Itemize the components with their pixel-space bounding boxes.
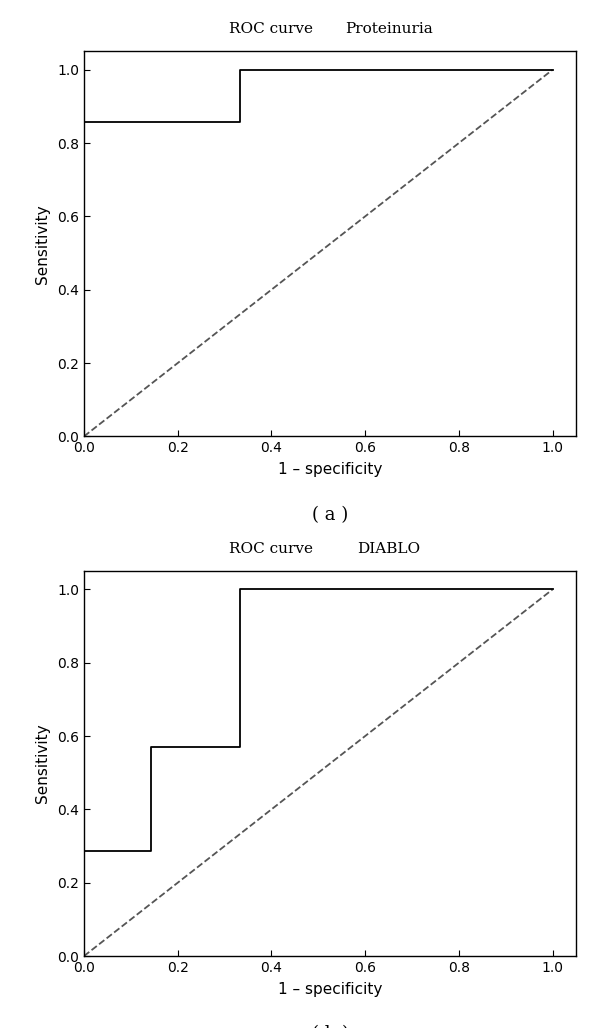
Text: DIABLO: DIABLO xyxy=(358,542,421,556)
X-axis label: 1 – specificity: 1 – specificity xyxy=(278,463,382,477)
Text: ROC curve: ROC curve xyxy=(229,542,313,556)
Text: ( a ): ( a ) xyxy=(312,506,348,523)
Text: ROC curve: ROC curve xyxy=(229,22,313,36)
X-axis label: 1 – specificity: 1 – specificity xyxy=(278,982,382,997)
Y-axis label: Sensitivity: Sensitivity xyxy=(35,205,50,284)
Text: ( b ): ( b ) xyxy=(311,1025,349,1028)
Y-axis label: Sensitivity: Sensitivity xyxy=(35,724,50,803)
Text: Proteinuria: Proteinuria xyxy=(345,22,433,36)
